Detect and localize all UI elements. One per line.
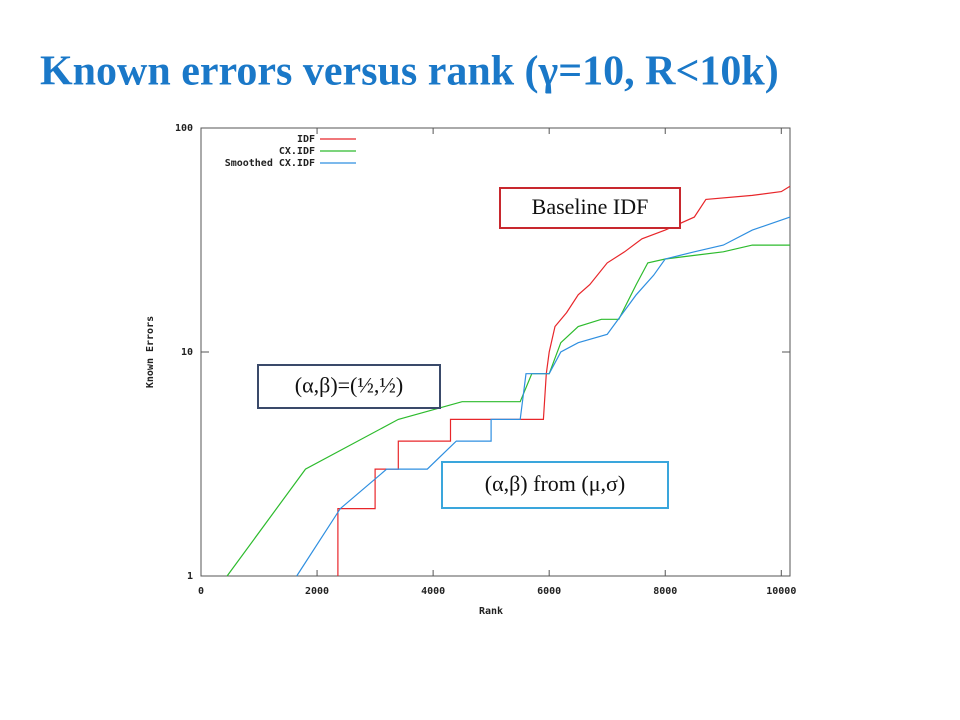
annotation-box xyxy=(499,187,681,229)
annotation-box xyxy=(257,364,441,409)
series-line xyxy=(226,244,790,577)
annotation-text: (α,β) from (μ,σ) xyxy=(485,471,625,496)
legend-label: Smoothed CX.IDF xyxy=(225,158,315,169)
annotation-box xyxy=(441,461,669,509)
y-axis-label: Known Errors xyxy=(145,316,156,388)
annotation-text: Baseline IDF xyxy=(532,194,649,219)
x-tick-label: 4000 xyxy=(421,586,445,597)
slide-title: Known errors versus rank (γ=10, R<10k) xyxy=(40,49,779,95)
legend-label: CX.IDF xyxy=(279,146,315,157)
annotation-text: (α,β)=(½,½) xyxy=(295,373,403,398)
x-tick-label: 2000 xyxy=(305,586,329,597)
y-tick-label: 1 xyxy=(187,571,193,582)
x-axis-label: Rank xyxy=(479,606,503,617)
x-tick-label: 0 xyxy=(198,586,204,597)
y-tick-label: 100 xyxy=(175,123,193,134)
y-tick-label: 10 xyxy=(181,347,193,358)
x-tick-label: 6000 xyxy=(537,586,561,597)
legend-label: IDF xyxy=(297,134,315,145)
series-line xyxy=(296,216,791,577)
x-tick-label: 8000 xyxy=(653,586,677,597)
x-tick-label: 10000 xyxy=(766,586,796,597)
